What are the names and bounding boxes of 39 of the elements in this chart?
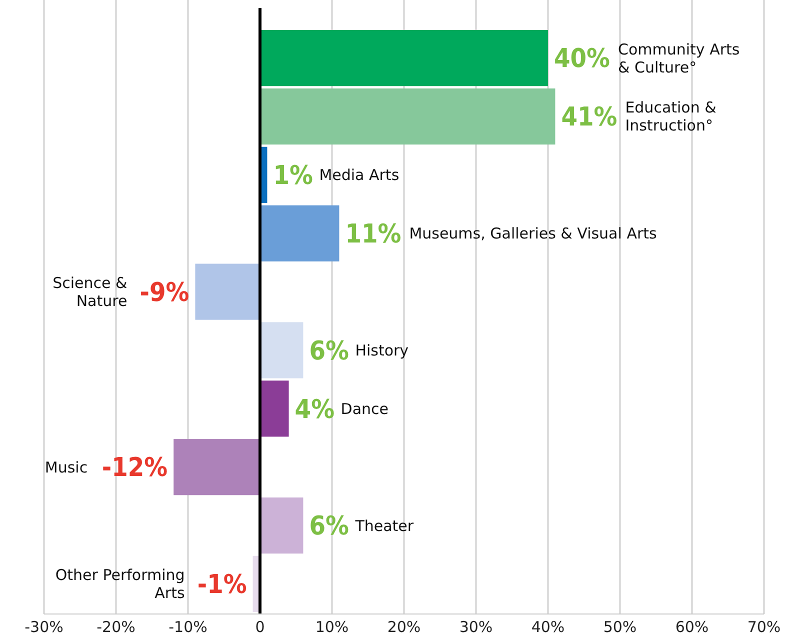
bar [260, 205, 340, 262]
y-tick-label: Music [44, 458, 88, 476]
bar [260, 322, 304, 378]
y-tick-label: Community Arts & Culture° [618, 40, 740, 76]
x-tick-label: 40% [531, 618, 565, 636]
x-tick-label: 60% [675, 618, 709, 636]
bar [260, 88, 556, 145]
data-label: 4% [294, 394, 335, 425]
data-label: 11% [345, 219, 402, 250]
data-label: 6% [309, 336, 349, 366]
y-tick-label: Other Performing Arts [55, 566, 185, 602]
y-tick-label: Theater [354, 516, 414, 535]
data-label: -12% [102, 453, 168, 484]
x-tick-label: -10% [168, 618, 208, 636]
bar [260, 380, 289, 437]
x-tick-label: 10% [315, 618, 349, 636]
x-tick-label: 0 [255, 618, 265, 636]
y-tick-label: Museums, Galleries & Visual Arts [409, 224, 658, 243]
y-tick-label: Media Arts [319, 166, 400, 184]
bar [260, 30, 548, 86]
y-tick-label: History [355, 341, 409, 360]
x-tick-label: -20% [96, 618, 136, 636]
y-tick-label: Dance [340, 400, 389, 418]
data-label: 1% [273, 161, 313, 192]
bar [260, 497, 304, 554]
bar [174, 439, 260, 496]
data-label: 6% [309, 512, 349, 542]
x-tick-label: 20% [387, 618, 421, 636]
data-label: 40% [554, 44, 610, 74]
y-tick-label: Science & Nature [52, 274, 128, 310]
bar [195, 264, 260, 320]
x-tick-label: 50% [603, 618, 637, 636]
x-tick-label: 30% [459, 618, 493, 636]
y-tick-label: Education & Instruction° [625, 98, 717, 135]
data-label: -1% [197, 570, 247, 600]
x-tick-label: 70% [747, 618, 781, 636]
data-label: 41% [561, 102, 618, 133]
data-label: -9% [140, 278, 190, 308]
x-tick-label: -30% [24, 618, 64, 636]
